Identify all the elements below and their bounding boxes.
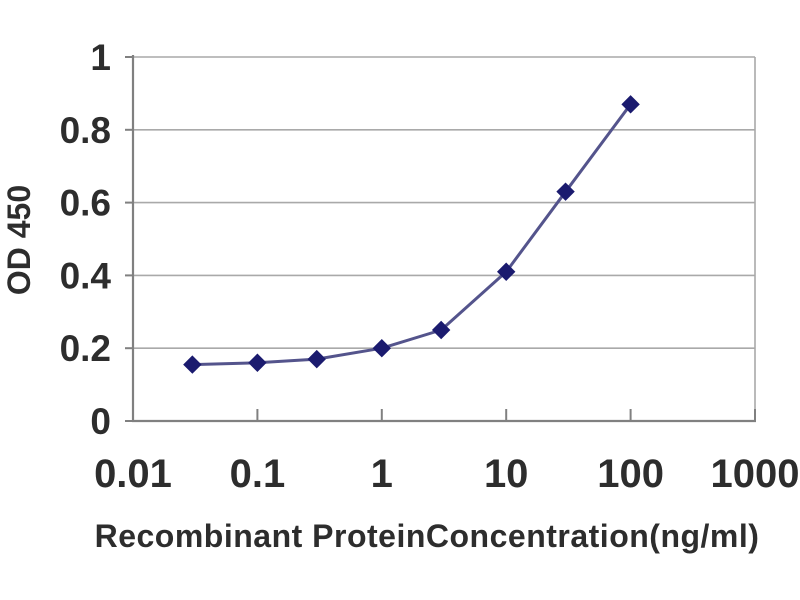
y-axis-tick-labels: 0 0.2 0.4 0.6 0.8 1 <box>60 37 112 442</box>
y-tick-label: 0.2 <box>60 328 111 369</box>
series-line <box>192 103 632 367</box>
data-point-marker <box>621 95 640 114</box>
y-tick-label: 0 <box>90 401 111 442</box>
data-point-marker <box>496 262 516 281</box>
y-tick-label: 0.4 <box>60 255 112 296</box>
x-tick-label: 1000 <box>711 452 800 496</box>
data-point-marker <box>183 355 202 374</box>
data-point-marker <box>248 353 267 372</box>
y-tick-label: 0.6 <box>60 183 111 224</box>
x-tick-label: 0.1 <box>230 452 286 496</box>
x-tick-label: 10 <box>484 452 529 496</box>
y-tick-label: 0.8 <box>60 110 111 151</box>
x-tick-label: 100 <box>597 452 664 496</box>
x-axis-title: Recombinant ProteinConcentration(ng/ml) <box>95 518 760 554</box>
data-point-marker <box>372 338 392 358</box>
data-point-marker <box>556 182 575 201</box>
data-point-marker <box>431 320 451 340</box>
y-tick-label: 1 <box>90 37 111 78</box>
axis-ticks <box>125 56 756 422</box>
data-point-marker <box>307 349 326 369</box>
y-axis-title: OD 450 <box>1 185 37 295</box>
x-tick-label: 1 <box>371 452 393 496</box>
data-series <box>183 95 640 374</box>
axes <box>131 55 756 423</box>
x-tick-label: 0.01 <box>94 452 172 496</box>
gridlines <box>133 56 756 421</box>
x-axis-tick-labels: 0.01 0.1 1 10 100 1000 <box>94 452 799 496</box>
